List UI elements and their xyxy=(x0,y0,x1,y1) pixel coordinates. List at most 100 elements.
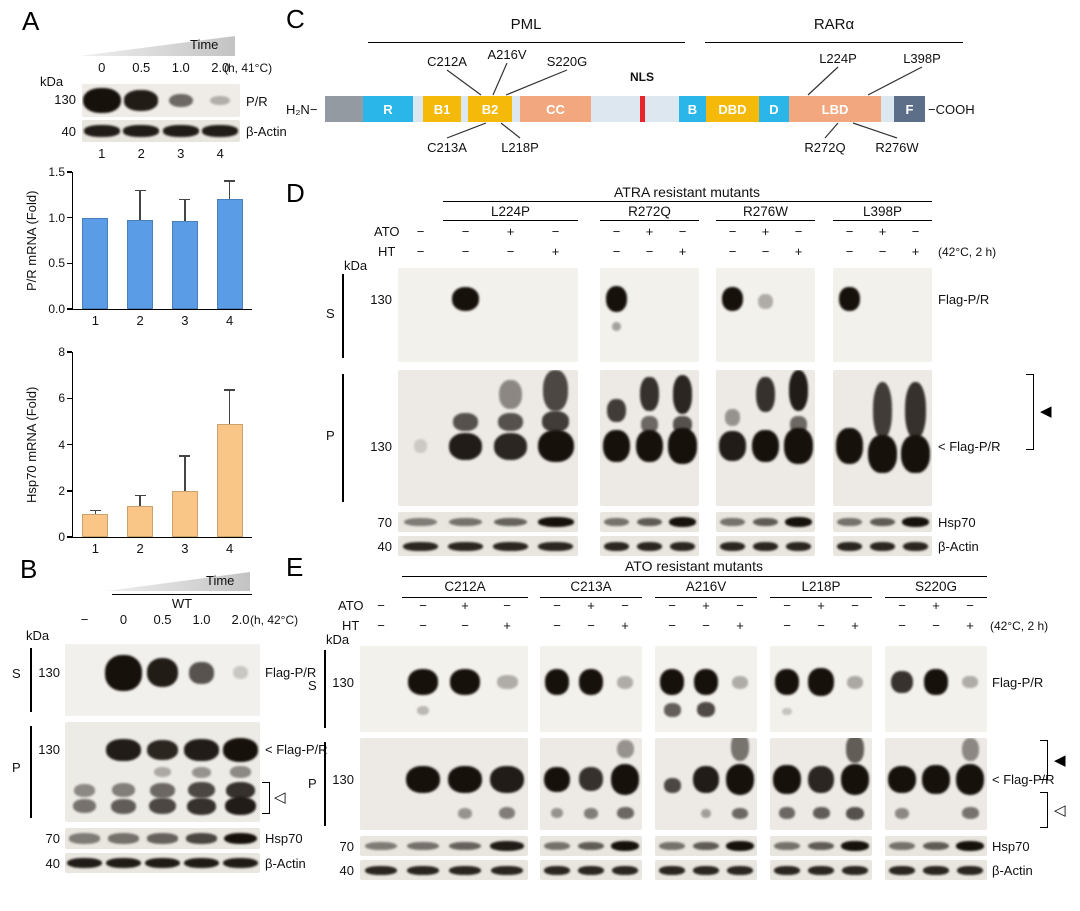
marker-40-d: 40 xyxy=(377,539,392,554)
blot-band xyxy=(543,865,571,875)
y-tick xyxy=(67,443,72,446)
ht-sign: − xyxy=(587,618,595,633)
domain-linker xyxy=(640,96,645,122)
blot-band xyxy=(773,764,801,795)
blot-band xyxy=(758,294,773,310)
lane-labels-b: − 0 0.5 1.0 2.0 xyxy=(0,612,1080,628)
smear-bracket-e xyxy=(1040,740,1048,780)
blot-s xyxy=(398,268,578,362)
blot-band xyxy=(551,808,563,819)
marker-40-a: 40 xyxy=(61,124,76,139)
blot-band xyxy=(447,541,484,551)
x-tick-label: 4 xyxy=(226,313,234,328)
ato-sign: − xyxy=(728,224,737,239)
blot-band xyxy=(490,765,524,794)
blot-band xyxy=(499,379,522,410)
marker-70-b: 70 xyxy=(45,831,60,846)
blot-act xyxy=(885,860,987,880)
blot-band xyxy=(416,706,430,715)
blot-band xyxy=(616,807,634,820)
chart-bar xyxy=(171,490,198,537)
blot-a-pr xyxy=(82,84,240,117)
blot-p xyxy=(655,738,757,830)
lane-label-b: − xyxy=(80,612,89,627)
fraction-p-bracket-e xyxy=(324,742,326,826)
blot-band xyxy=(636,429,663,463)
ato-sign: − xyxy=(621,598,629,613)
blot-band xyxy=(774,841,800,851)
blot-s xyxy=(833,268,932,362)
blot-band xyxy=(808,765,834,794)
blot-band xyxy=(106,739,141,761)
blot-band xyxy=(610,763,640,796)
lane-number: 3 xyxy=(177,146,185,161)
ato-sign: + xyxy=(878,224,887,239)
blot-band xyxy=(693,765,719,794)
lane-number: 1 xyxy=(98,146,106,161)
blot-band xyxy=(223,832,258,845)
actin-label-d: β-Actin xyxy=(938,539,979,554)
lt-flag-pr-label-d: < Flag-P/R xyxy=(938,439,1001,454)
error-bar xyxy=(228,181,231,200)
blot-band xyxy=(104,654,143,691)
panel-d-header: ATRA resistant mutants xyxy=(613,184,761,200)
ht-sign: + xyxy=(621,618,629,633)
mutant-underline xyxy=(885,597,987,599)
domain-dbd: DBD xyxy=(706,96,759,122)
blot-band xyxy=(637,517,662,527)
blot-band xyxy=(493,517,528,527)
marker-130-bp: 130 xyxy=(38,742,60,757)
y-tick xyxy=(67,308,72,310)
hsp70-label-d: Hsp70 xyxy=(938,515,976,530)
blot-band xyxy=(229,766,252,778)
mutant-name: A216V xyxy=(685,579,727,594)
blot-band xyxy=(490,865,524,875)
timepoint-label: 2.0 xyxy=(211,60,230,75)
hsp70-label-b: Hsp70 xyxy=(265,831,303,846)
actin-label-b: β-Actin xyxy=(265,856,306,871)
blot-band xyxy=(605,285,628,313)
ato-sign: + xyxy=(461,598,469,613)
header-underline xyxy=(443,201,932,203)
blot-band xyxy=(184,739,219,761)
ato-sign: − xyxy=(419,598,427,613)
fraction-s-label-d: S xyxy=(326,306,335,321)
blot-band xyxy=(752,429,779,463)
degradation-bracket-e xyxy=(1040,792,1048,828)
domain-linker xyxy=(413,96,423,122)
ht-row-label-d: HT xyxy=(378,244,396,259)
pml-span-line xyxy=(368,42,685,44)
lane-number: 4 xyxy=(216,146,224,161)
domain-f: F xyxy=(894,96,925,122)
blot-band xyxy=(67,857,102,869)
ato-sign: − xyxy=(612,224,621,239)
ht-sign: − xyxy=(817,618,825,633)
black-arrowhead-icon-d: ◀ xyxy=(1040,403,1052,420)
domain-r: R xyxy=(363,96,413,122)
blot-band xyxy=(537,429,574,463)
chart-bar xyxy=(82,217,109,309)
blot-band xyxy=(889,841,915,851)
error-bar-cap xyxy=(224,180,236,182)
blot-band xyxy=(788,370,809,411)
blot-b-hsp70 xyxy=(65,828,260,849)
error-bar-cap xyxy=(179,455,191,457)
domain-cc: CC xyxy=(520,96,591,122)
blot-s xyxy=(655,646,757,732)
error-bar xyxy=(184,456,186,491)
blot-a-actin xyxy=(82,120,240,142)
blot-band xyxy=(124,90,159,111)
blot-band xyxy=(413,439,428,453)
rara-span-line xyxy=(705,42,963,44)
ht-sign: − xyxy=(612,244,621,259)
blot-band xyxy=(543,370,568,411)
domain-b: B xyxy=(679,96,706,122)
flag-pr-label-e: Flag-P/R xyxy=(992,675,1044,690)
blot-band xyxy=(202,125,239,137)
mutation-c212a: C212A xyxy=(427,54,467,69)
error-bar-cap xyxy=(179,198,191,201)
fraction-p-bracket-b xyxy=(30,726,32,818)
condition-b: (h, 42°C) xyxy=(250,613,299,627)
blot-band xyxy=(784,428,813,464)
